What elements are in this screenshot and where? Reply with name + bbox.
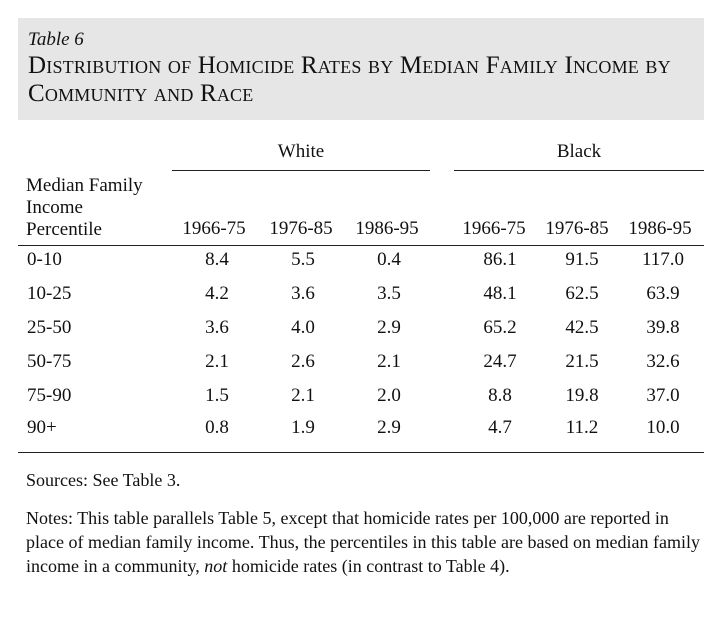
notes-paragraph: Notes: This table parallels Table 5, exc… [26, 506, 706, 578]
group-header-white: White [277, 141, 325, 162]
table-cell: 3.6 [291, 283, 315, 304]
table-cell: 4.2 [205, 283, 229, 304]
table-cell: 91.5 [565, 249, 599, 270]
table-cell: 117.0 [641, 249, 685, 270]
table-cell: 32.6 [646, 351, 680, 372]
stub-header: Median Family Income Percentile [26, 175, 143, 241]
row-label: 25-50 [27, 317, 72, 338]
table-cell: 48.1 [483, 283, 517, 304]
table-cell: 10.0 [646, 417, 680, 438]
column-header: 1976-85 [545, 218, 609, 239]
table-cell: 8.8 [488, 385, 512, 406]
group-underline-white [172, 170, 430, 171]
table-cell: 65.2 [483, 317, 517, 338]
table-cell: 4.7 [488, 417, 512, 438]
header-rule [18, 245, 704, 246]
group-underline-black [454, 170, 704, 171]
table-cell: 3.5 [377, 283, 401, 304]
table-cell: 63.9 [646, 283, 680, 304]
row-label: 90+ [27, 417, 57, 438]
table-cell: 2.1 [205, 351, 229, 372]
table-title: Distribution of Homicide Rates by Median… [28, 52, 671, 107]
column-header: 1986-95 [628, 218, 692, 239]
table-cell: 2.6 [291, 351, 315, 372]
notes-text: Notes: This table parallels Table 5, exc… [26, 508, 700, 576]
table-cell: 0.4 [377, 249, 401, 270]
table-cell: 21.5 [565, 351, 599, 372]
group-header-black: Black [556, 141, 602, 162]
stub-header-line: Income [26, 197, 83, 218]
table-cell: 2.9 [377, 417, 401, 438]
column-header: 1976-85 [269, 218, 333, 239]
row-label: 0-10 [27, 249, 62, 270]
column-header: 1966-75 [462, 218, 526, 239]
table-title-block: Table 6 Distribution of Homicide Rates b… [18, 18, 704, 120]
stub-header-line: Percentile [26, 219, 102, 240]
table-cell: 0.8 [205, 417, 229, 438]
table-cell: 1.5 [205, 385, 229, 406]
table-row: 0-10 8.4 5.5 0.4 86.1 91.5 117.0 [0, 248, 722, 272]
table-cell: 5.5 [291, 249, 315, 270]
table-cell: 2.9 [377, 317, 401, 338]
table-cell: 2.1 [291, 385, 315, 406]
table-cell: 19.8 [565, 385, 599, 406]
stub-header-line: Median Family [26, 175, 143, 196]
bottom-rule [18, 452, 704, 453]
table-number: Table 6 [28, 29, 84, 50]
table-cell: 11.2 [565, 417, 599, 438]
table-cell: 4.0 [291, 317, 315, 338]
table-cell: 1.9 [291, 417, 315, 438]
table-row: 75-90 1.5 2.1 2.0 8.8 19.8 37.0 [0, 384, 722, 408]
table-cell: 42.5 [565, 317, 599, 338]
column-header: 1986-95 [355, 218, 419, 239]
table-cell: 3.6 [205, 317, 229, 338]
table-cell: 37.0 [646, 385, 680, 406]
row-label: 50-75 [27, 351, 72, 372]
table-row: 90+ 0.8 1.9 2.9 4.7 11.2 10.0 [0, 416, 722, 440]
table-cell: 86.1 [483, 249, 517, 270]
table-cell: 62.5 [565, 283, 599, 304]
notes-text-end: homicide rates (in contrast to Table 4). [227, 556, 510, 576]
table-row: 10-25 4.2 3.6 3.5 48.1 62.5 63.9 [0, 282, 722, 306]
sources-note: Sources: See Table 3. [26, 470, 181, 490]
table-cell: 8.4 [205, 249, 229, 270]
notes-emphasis: not [204, 556, 228, 576]
table-row: 25-50 3.6 4.0 2.9 65.2 42.5 39.8 [0, 316, 722, 340]
table-cell: 24.7 [483, 351, 517, 372]
table-row: 50-75 2.1 2.6 2.1 24.7 21.5 32.6 [0, 350, 722, 374]
row-label: 10-25 [27, 283, 72, 304]
table-cell: 39.8 [646, 317, 680, 338]
table-cell: 2.1 [377, 351, 401, 372]
row-label: 75-90 [27, 385, 72, 406]
table-cell: 2.0 [377, 385, 401, 406]
column-header: 1966-75 [182, 218, 246, 239]
